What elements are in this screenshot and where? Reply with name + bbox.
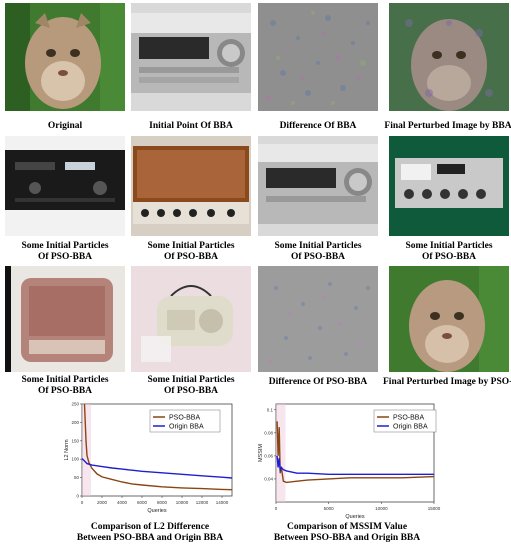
particle-stereo-image xyxy=(5,136,125,236)
y-tick-label: 200 xyxy=(71,420,79,425)
x-tick-label: 6000 xyxy=(137,500,148,505)
caption-particles-2: Some Initial Particles Of PSO-BBA xyxy=(131,241,251,263)
highlight-region xyxy=(276,404,286,502)
particle-cb-radio-image xyxy=(389,136,509,236)
caption-difference-bba: Difference Of BBA xyxy=(279,121,357,131)
y-tick-label: 0.04 xyxy=(264,476,273,481)
chart-title-line-2: Between PSO-BBA and Origin BBA xyxy=(76,533,224,543)
particle-receiver-image xyxy=(258,136,378,236)
x-tick-label: 10000 xyxy=(176,500,189,505)
x-tick-label: 8000 xyxy=(157,500,168,505)
mssim-chart: 0 5000 10000 15000 0.04 0.06 0.08 0.1 Queries MSS… xyxy=(258,403,441,520)
x-tick-label: 0 xyxy=(81,500,84,505)
y-tick-label: 150 xyxy=(71,438,79,443)
series-line-origin-bba xyxy=(276,455,434,476)
difference-bba-image xyxy=(258,3,378,111)
particle-portable-radio-image xyxy=(131,266,251,372)
legend-label: PSO-BBA xyxy=(169,415,200,422)
legend-box xyxy=(149,409,221,433)
x-tick-label: 2000 xyxy=(97,500,108,505)
original-cougar-image xyxy=(5,3,125,111)
y-tick-label: 0.08 xyxy=(264,430,273,435)
x-tick-label: 15000 xyxy=(428,506,441,511)
caption-line-2: Of PSO-BBA xyxy=(37,252,93,262)
chart-title-line-2: Between PSO-BBA and Origin BBA xyxy=(273,533,421,543)
mssim-chart-title: Comparison of MSSIM Value Between PSO-BB… xyxy=(252,522,442,544)
x-tick-label: 14000 xyxy=(216,500,229,505)
caption-line-2: Of PSO-BBA xyxy=(163,386,219,396)
x-axis-label: Queries xyxy=(345,514,365,520)
caption-line-2: Of PSO-BBA xyxy=(290,252,346,262)
legend-box xyxy=(373,409,437,433)
y-tick-label: 0 xyxy=(76,494,79,499)
caption-particles-3: Some Initial Particles Of PSO-BBA xyxy=(258,241,378,263)
final-perturbed-pso-bba-image xyxy=(389,266,509,372)
y-tick-label: 0.06 xyxy=(264,453,273,458)
caption-line-2: Of PSO-BBA xyxy=(421,252,477,262)
caption-line-2: Of PSO-BBA xyxy=(163,252,219,262)
caption-line-1: Some Initial Particles xyxy=(21,241,109,251)
caption-line-1: Some Initial Particles xyxy=(274,241,362,251)
caption-particles-1: Some Initial Particles Of PSO-BBA xyxy=(5,241,125,263)
caption-line-1: Some Initial Particles xyxy=(147,241,235,251)
caption-line-1: Some Initial Particles xyxy=(405,241,493,251)
x-tick-label: 10000 xyxy=(375,506,388,511)
caption-line-1: Some Initial Particles xyxy=(147,375,235,385)
y-tick-label: 250 xyxy=(71,402,79,407)
legend-label: PSO-BBA xyxy=(393,415,424,422)
x-tick-label: 4000 xyxy=(117,500,128,505)
caption-final-perturbed-pso-bba: Final Perturbed Image by PSO-BBA xyxy=(383,377,511,387)
chart-title-line-1: Comparison of MSSIM Value xyxy=(286,522,408,532)
caption-particles-6: Some Initial Particles Of PSO-BBA xyxy=(131,375,251,397)
l2-difference-chart: 0 2000 4000 6000 8000 10000 12000 14000 0 50 100 15… xyxy=(64,402,233,514)
series-line-pso-bba xyxy=(276,421,435,484)
y-axis-label: MSSIM xyxy=(258,444,264,462)
x-tick-label: 12000 xyxy=(196,500,209,505)
difference-pso-bba-image xyxy=(258,266,378,372)
final-perturbed-bba-image xyxy=(389,3,509,111)
y-axis-label: L2 Norm xyxy=(64,439,70,461)
chart-title-line-1: Comparison of L2 Difference xyxy=(90,522,210,532)
particle-retro-radio-image xyxy=(5,266,125,372)
caption-original: Original xyxy=(47,121,83,131)
caption-initial-point: Initial Point Of BBA xyxy=(149,121,233,131)
particle-wooden-receiver-image xyxy=(131,136,251,236)
caption-line-2: Of PSO-BBA xyxy=(37,386,93,396)
x-tick-label: 0 xyxy=(275,506,278,511)
legend-label: Origin BBA xyxy=(393,424,428,431)
series-line-pso-bba xyxy=(83,403,233,491)
y-tick-label: 100 xyxy=(71,457,79,462)
caption-particles-5: Some Initial Particles Of PSO-BBA xyxy=(5,375,125,397)
y-tick-label: 50 xyxy=(74,475,80,480)
caption-difference-pso-bba: Difference Of PSO-BBA xyxy=(268,377,368,387)
caption-line-1: Some Initial Particles xyxy=(21,375,109,385)
x-axis-label: Queries xyxy=(147,508,167,514)
initial-point-receiver-image xyxy=(131,3,251,111)
x-tick-label: 5000 xyxy=(324,506,335,511)
legend-label: Origin BBA xyxy=(169,424,204,431)
l2-chart-title: Comparison of L2 Difference Between PSO-… xyxy=(60,522,240,544)
series-line-origin-bba xyxy=(81,458,233,479)
caption-final-perturbed-bba: Final Perturbed Image by BBA xyxy=(384,121,511,131)
caption-particles-4: Some Initial Particles Of PSO-BBA xyxy=(389,241,509,263)
y-tick-label: 0.1 xyxy=(267,407,274,412)
